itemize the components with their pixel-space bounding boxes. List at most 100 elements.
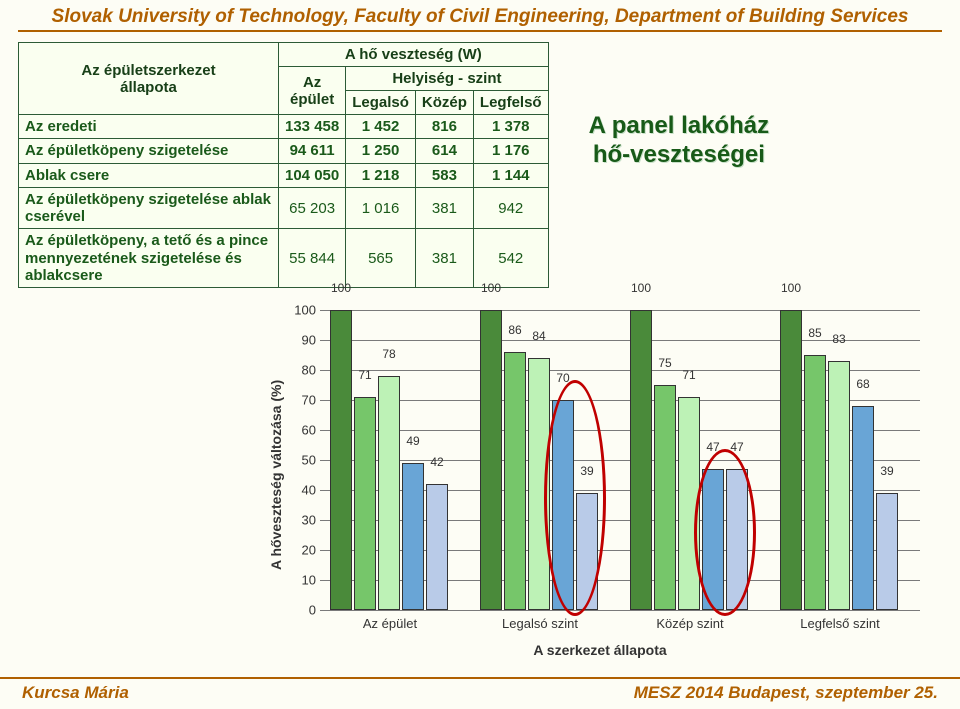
- y-tick-label: 10: [290, 573, 316, 588]
- th-legalso: Legalsó: [346, 91, 416, 115]
- table-cell: 1 218: [346, 163, 416, 187]
- bar-value-label: 42: [426, 455, 448, 469]
- y-axis-title: A hőveszteség változása (%): [268, 380, 284, 570]
- table-cell: 1 250: [346, 139, 416, 163]
- x-tick-label: Az épület: [315, 616, 465, 631]
- table-cell: 942: [473, 187, 548, 229]
- y-tick-label: 50: [290, 453, 316, 468]
- row-label: Az épületköpeny szigetelése ablak cserév…: [19, 187, 279, 229]
- table-cell: 565: [346, 229, 416, 288]
- th-heatloss: A hő veszteség (W): [279, 43, 549, 67]
- bar-value-label: 85: [804, 326, 826, 340]
- row-label: Az eredeti: [19, 115, 279, 139]
- bar: [678, 397, 700, 610]
- th-row2: állapota: [120, 79, 177, 96]
- table-cell: 55 844: [279, 229, 346, 288]
- bar-value-label: 49: [402, 434, 424, 448]
- side-title-l2: hő-veszteségei: [593, 141, 765, 168]
- y-tick-label: 100: [290, 303, 316, 318]
- heat-loss-table: Az épületszerkezet állapota A hő vesztes…: [18, 42, 549, 288]
- th-kozep: Közép: [415, 91, 473, 115]
- page-header: Slovak University of Technology, Faculty…: [0, 0, 960, 30]
- table-cell: 133 458: [279, 115, 346, 139]
- bar-value-label: 83: [828, 332, 850, 346]
- bar: [702, 469, 724, 610]
- y-tick-label: 0: [290, 603, 316, 618]
- row-label: Az épületköpeny szigetelése: [19, 139, 279, 163]
- x-tick-label: Legfelső szint: [765, 616, 915, 631]
- bar: [354, 397, 376, 610]
- y-tick-label: 40: [290, 483, 316, 498]
- th-row1: Az épületszerkezet: [81, 62, 215, 79]
- bar: [480, 310, 502, 610]
- table-cell: 65 203: [279, 187, 346, 229]
- bar: [630, 310, 652, 610]
- table-cell: 542: [473, 229, 548, 288]
- footer-left: Kurcsa Mária: [22, 683, 129, 703]
- bar-value-label: 70: [552, 371, 574, 385]
- y-tick-label: 20: [290, 543, 316, 558]
- table-cell: 1 016: [346, 187, 416, 229]
- th-structure-state: Az épületszerkezet állapota: [19, 43, 279, 115]
- table-cell: 94 611: [279, 139, 346, 163]
- bar-value-label: 100: [480, 281, 502, 295]
- table-cell: 816: [415, 115, 473, 139]
- table-cell: 381: [415, 229, 473, 288]
- row-label: Ablak csere: [19, 163, 279, 187]
- y-tick-label: 90: [290, 333, 316, 348]
- table-cell: 381: [415, 187, 473, 229]
- bar: [552, 400, 574, 610]
- bar: [852, 406, 874, 610]
- bar: [804, 355, 826, 610]
- bar-value-label: 68: [852, 377, 874, 391]
- bar-value-label: 100: [330, 281, 352, 295]
- x-axis-title: A szerkezet állapota: [260, 642, 940, 658]
- x-tick-label: Közép szint: [615, 616, 765, 631]
- footer-right: MESZ 2014 Budapest, szeptember 25.: [634, 683, 938, 703]
- table-row: Ablak csere104 0501 2185831 144: [19, 163, 549, 187]
- table-row: Az épületköpeny szigetelése ablak cserév…: [19, 187, 549, 229]
- grid-line: [320, 310, 920, 311]
- bar: [426, 484, 448, 610]
- bar-value-label: 86: [504, 323, 526, 337]
- bar-value-label: 71: [678, 368, 700, 382]
- bar: [330, 310, 352, 610]
- bar-value-label: 84: [528, 329, 550, 343]
- table-cell: 104 050: [279, 163, 346, 187]
- row-label: Az épületköpeny, a tető és a pince menny…: [19, 229, 279, 288]
- bar: [876, 493, 898, 610]
- bar: [504, 352, 526, 610]
- bar-value-label: 47: [726, 440, 748, 454]
- bar: [576, 493, 598, 610]
- table-row: Az eredeti133 4581 4528161 378: [19, 115, 549, 139]
- bar: [828, 361, 850, 610]
- th-legfelso: Legfelső: [473, 91, 548, 115]
- bar: [378, 376, 400, 610]
- bar-value-label: 71: [354, 368, 376, 382]
- th-helyiseg: Helyiség - szint: [346, 67, 548, 91]
- bar: [402, 463, 424, 610]
- table-row: Az épületköpeny, a tető és a pince menny…: [19, 229, 549, 288]
- bar: [780, 310, 802, 610]
- th-epulet1: Az: [303, 74, 321, 91]
- side-title: A panel lakóház hő-veszteségei: [589, 112, 770, 170]
- table-row: Az épületköpeny szigetelése94 6111 25061…: [19, 139, 549, 163]
- content-row: Az épületszerkezet állapota A hő vesztes…: [0, 42, 960, 288]
- table-cell: 1 378: [473, 115, 548, 139]
- bar-value-label: 75: [654, 356, 676, 370]
- y-tick-label: 80: [290, 363, 316, 378]
- page-footer: Kurcsa Mária MESZ 2014 Budapest, szeptem…: [0, 677, 960, 703]
- bar-value-label: 100: [780, 281, 802, 295]
- table-cell: 1 452: [346, 115, 416, 139]
- bar-value-label: 47: [702, 440, 724, 454]
- data-table-wrap: Az épületszerkezet állapota A hő vesztes…: [18, 42, 549, 288]
- grid-line: [320, 610, 920, 611]
- bar-value-label: 100: [630, 281, 652, 295]
- th-epulet: Az épület: [279, 67, 346, 115]
- th-epulet2: épület: [290, 91, 334, 108]
- x-tick-label: Legalsó szint: [465, 616, 615, 631]
- side-title-l1: A panel lakóház: [589, 112, 770, 139]
- chart-inner: 010203040506070809010010071784942Az épül…: [320, 310, 920, 610]
- bar: [726, 469, 748, 610]
- bar: [654, 385, 676, 610]
